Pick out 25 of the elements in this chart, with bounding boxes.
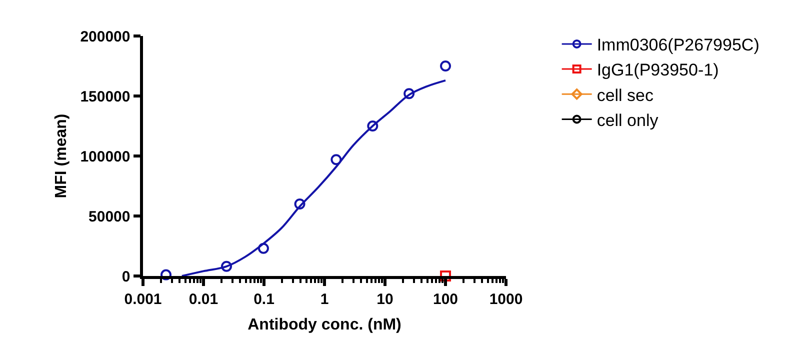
point (294, 198, 306, 210)
x-tick-label: 0.001 (124, 290, 162, 308)
y-tick-label: 100000 (80, 148, 130, 166)
point (367, 120, 378, 132)
legend-label: cell sec (596, 86, 654, 105)
x-tick-label: 100 (432, 290, 458, 308)
y-tick-label: 150000 (80, 88, 130, 106)
x-tick-label: 1000 (489, 290, 523, 308)
x-tick-label: 10 (376, 290, 394, 308)
y-tick-label: 0 (122, 268, 130, 286)
legend-label: cell only (596, 110, 659, 130)
legend-label: IgG1(P93950-1) (596, 60, 719, 80)
x-tick-label: 1 (320, 290, 329, 308)
point (330, 154, 342, 166)
y-axis-title: MFI (mean) (53, 114, 70, 198)
point (404, 88, 415, 100)
x-tick-label: 0.01 (188, 290, 218, 308)
legend-label: Imm0306(P267995C) (596, 36, 760, 55)
point (221, 260, 232, 272)
point (440, 60, 451, 72)
y-tick-label: 50000 (88, 208, 130, 226)
x-tick-label: 0.1 (254, 290, 274, 308)
point (258, 242, 269, 254)
y-tick-label: 200000 (80, 28, 130, 46)
x-axis-title: Antibody conc. (nM) (248, 316, 402, 334)
